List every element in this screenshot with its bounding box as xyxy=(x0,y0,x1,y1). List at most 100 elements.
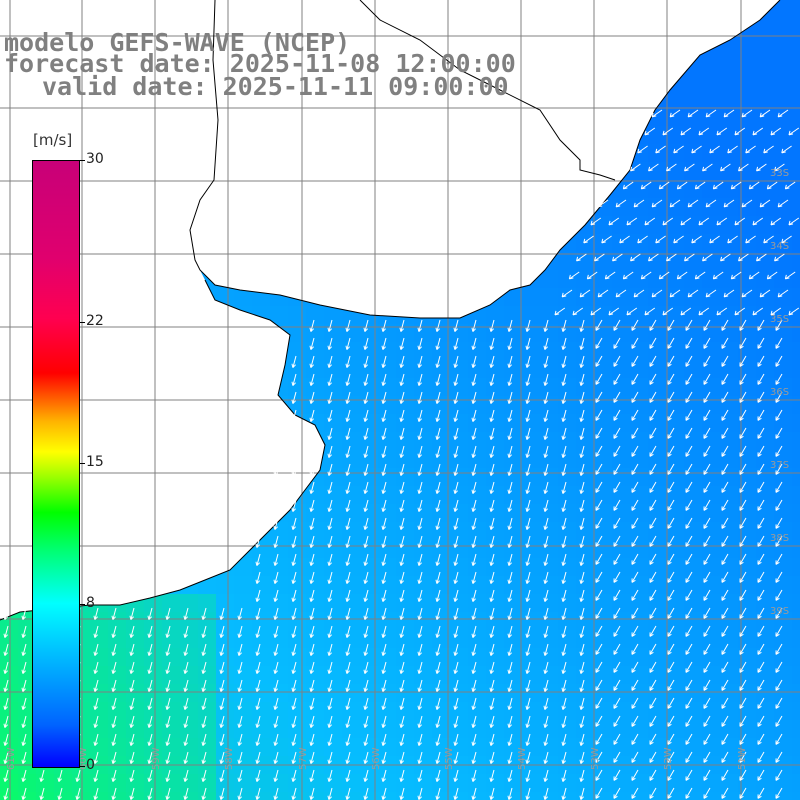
field-cell xyxy=(756,288,774,306)
field-cell xyxy=(342,360,360,378)
field-cell xyxy=(198,774,216,792)
field-cell xyxy=(378,414,396,432)
field-cell xyxy=(486,612,504,630)
field-cell xyxy=(306,360,324,378)
field-cell xyxy=(666,126,684,144)
field-cell xyxy=(180,738,198,756)
wind-arrow xyxy=(703,427,711,439)
field-cell xyxy=(702,450,720,468)
field-cell xyxy=(234,288,252,306)
field-cell xyxy=(666,270,684,288)
field-cell xyxy=(306,720,324,738)
field-cell xyxy=(504,306,522,324)
field-cell xyxy=(414,432,432,450)
field-cell xyxy=(252,612,270,630)
field-cell xyxy=(396,738,414,756)
wind-arrow xyxy=(775,373,783,385)
field-cell xyxy=(396,360,414,378)
field-cell xyxy=(540,612,558,630)
field-cell xyxy=(648,162,666,180)
field-cell xyxy=(684,594,702,612)
field-cell xyxy=(504,576,522,594)
field-cell xyxy=(648,648,666,666)
wind-arrow xyxy=(775,409,783,421)
field-cell xyxy=(90,666,108,684)
field-cell xyxy=(774,0,792,18)
field-cell xyxy=(666,108,684,126)
field-cell xyxy=(774,792,792,800)
wind-arrow xyxy=(561,445,567,458)
field-cell xyxy=(756,666,774,684)
field-cell xyxy=(522,576,540,594)
wind-arrow xyxy=(561,319,567,332)
field-cell xyxy=(792,486,800,504)
field-cell xyxy=(486,666,504,684)
field-cell xyxy=(576,720,594,738)
wind-arrow xyxy=(525,427,531,440)
field-cell xyxy=(468,702,486,720)
field-cell xyxy=(108,630,126,648)
field-cell xyxy=(720,108,738,126)
field-cell xyxy=(0,630,18,648)
field-cell xyxy=(594,540,612,558)
field-cell xyxy=(450,342,468,360)
field-cell xyxy=(414,378,432,396)
wind-arrow xyxy=(507,355,513,368)
wind-arrow xyxy=(435,445,441,458)
field-cell xyxy=(414,702,432,720)
field-cell xyxy=(792,450,800,468)
field-cell xyxy=(630,792,648,800)
wind-arrow xyxy=(417,355,423,368)
wind-arrow xyxy=(381,355,387,368)
wind-arrow xyxy=(327,337,333,350)
wind-arrow xyxy=(739,463,747,475)
field-cell xyxy=(648,540,666,558)
wind-arrow xyxy=(649,355,657,367)
field-cell xyxy=(702,396,720,414)
field-cell xyxy=(540,486,558,504)
wind-arrow xyxy=(525,319,531,332)
field-cell xyxy=(666,360,684,378)
field-cell xyxy=(198,702,216,720)
wind-arrow xyxy=(757,373,765,385)
wind-arrow xyxy=(739,409,747,421)
wind-arrow xyxy=(543,445,549,458)
field-cell xyxy=(684,432,702,450)
field-cell xyxy=(792,720,800,738)
field-cell xyxy=(306,306,324,324)
field-cell xyxy=(432,774,450,792)
field-cell xyxy=(324,594,342,612)
field-cell xyxy=(630,180,648,198)
field-cell xyxy=(450,468,468,486)
field-cell xyxy=(720,774,738,792)
field-cell xyxy=(774,72,792,90)
field-cell xyxy=(90,774,108,792)
field-cell xyxy=(360,792,378,800)
field-cell xyxy=(288,360,306,378)
field-cell xyxy=(306,540,324,558)
field-cell xyxy=(648,468,666,486)
field-cell xyxy=(666,414,684,432)
wind-arrow xyxy=(345,409,351,422)
colorbar-tick-label: 30 xyxy=(86,151,104,167)
wind-arrow xyxy=(543,427,549,440)
field-cell xyxy=(594,684,612,702)
field-cell xyxy=(486,558,504,576)
field-cell xyxy=(504,702,522,720)
colorbar-tickmark xyxy=(79,160,85,161)
field-cell xyxy=(414,738,432,756)
wind-arrow xyxy=(345,445,351,458)
field-cell xyxy=(756,432,774,450)
wind-arrow xyxy=(667,391,675,403)
field-cell xyxy=(666,396,684,414)
wind-arrow xyxy=(507,409,513,422)
field-cell xyxy=(792,0,800,18)
wind-arrow xyxy=(471,373,477,386)
field-cell xyxy=(702,432,720,450)
field-cell xyxy=(558,342,576,360)
field-cell xyxy=(504,594,522,612)
field-cell xyxy=(756,216,774,234)
wind-arrow xyxy=(363,409,369,422)
field-cell xyxy=(594,270,612,288)
wind-arrow xyxy=(775,463,783,475)
